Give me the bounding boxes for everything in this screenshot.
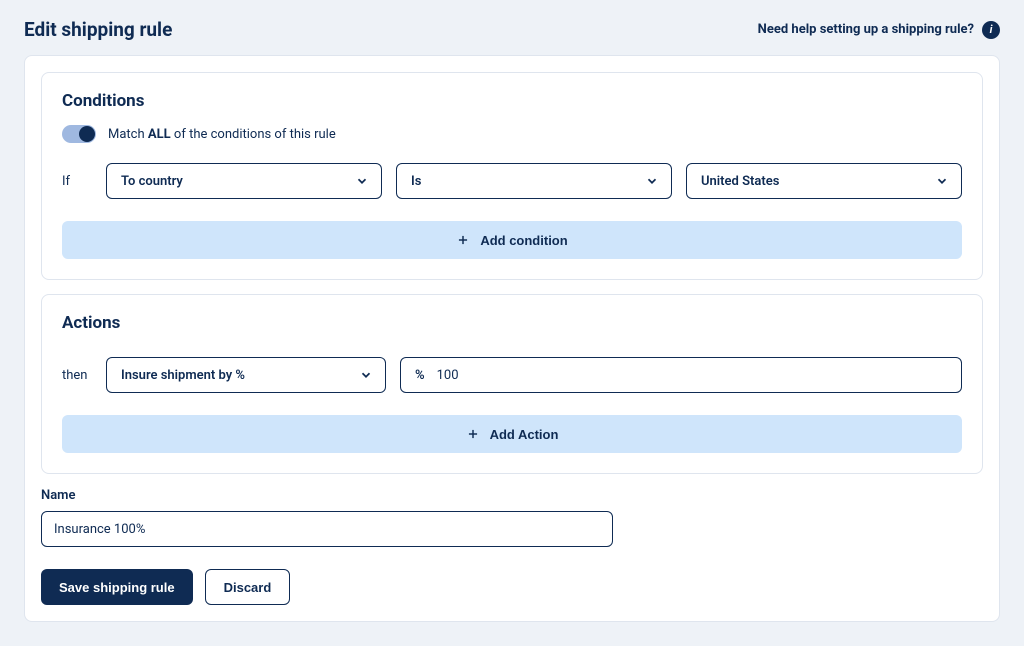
page-title: Edit shipping rule — [24, 18, 172, 41]
condition-row: If To country Is United States — [62, 163, 962, 199]
help-link[interactable]: Need help setting up a shipping rule? i — [758, 21, 1000, 39]
toggle-knob-icon — [79, 126, 95, 142]
condition-operator-select[interactable]: Is — [396, 163, 672, 199]
add-action-label: Add Action — [490, 427, 559, 442]
action-row: then Insure shipment by % % — [62, 357, 962, 393]
action-value-field[interactable]: % — [400, 357, 962, 393]
condition-field-value: To country — [121, 174, 183, 189]
condition-operator-value: Is — [411, 174, 421, 189]
condition-value-select[interactable]: United States — [686, 163, 962, 199]
condition-field-select[interactable]: To country — [106, 163, 382, 199]
info-icon: i — [982, 21, 1000, 39]
rule-form: Conditions Match ALL of the conditions o… — [24, 55, 1000, 622]
condition-value: United States — [701, 174, 779, 189]
action-value-input[interactable] — [437, 368, 947, 383]
save-button[interactable]: Save shipping rule — [41, 569, 193, 605]
if-label: If — [62, 174, 92, 189]
percent-prefix: % — [415, 368, 425, 383]
conditions-title: Conditions — [62, 91, 962, 111]
match-mode-label: Match ALL of the conditions of this rule — [108, 127, 336, 142]
plus-icon — [466, 427, 480, 441]
conditions-section: Conditions Match ALL of the conditions o… — [41, 72, 983, 280]
then-label: then — [62, 368, 92, 383]
help-text: Need help setting up a shipping rule? — [758, 22, 974, 37]
actions-title: Actions — [62, 313, 962, 333]
add-action-button[interactable]: Add Action — [62, 415, 962, 453]
action-type-select[interactable]: Insure shipment by % — [106, 357, 386, 393]
match-mode-toggle[interactable] — [62, 125, 96, 143]
discard-button[interactable]: Discard — [205, 569, 291, 605]
chevron-down-icon — [935, 174, 949, 188]
add-condition-button[interactable]: Add condition — [62, 221, 962, 259]
plus-icon — [456, 233, 470, 247]
action-type-value: Insure shipment by % — [121, 368, 245, 383]
actions-section: Actions then Insure shipment by % % — [41, 294, 983, 474]
name-label: Name — [41, 488, 983, 503]
chevron-down-icon — [359, 368, 373, 382]
chevron-down-icon — [645, 174, 659, 188]
chevron-down-icon — [355, 174, 369, 188]
rule-name-input[interactable] — [41, 511, 613, 547]
add-condition-label: Add condition — [480, 233, 567, 248]
